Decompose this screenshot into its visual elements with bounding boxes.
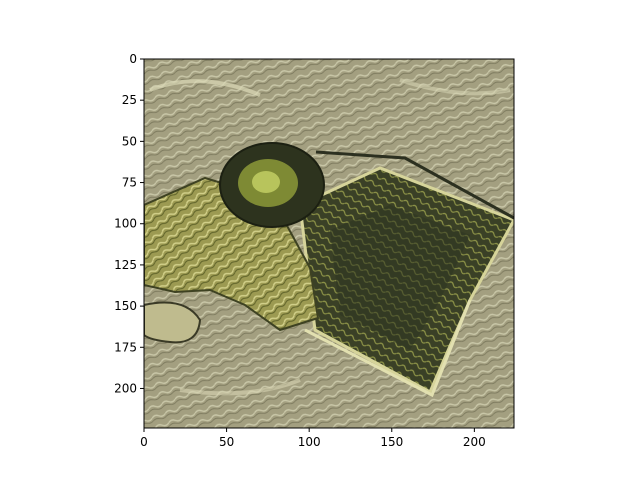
x-tick-label: 50 [219, 435, 234, 449]
y-tick-label: 0 [129, 52, 137, 66]
y-axis: 0 25 50 75 100 125 150 175 200 [114, 52, 144, 395]
x-tick-label: 200 [463, 435, 486, 449]
hand-shape [144, 301, 202, 344]
y-tick-label: 75 [122, 176, 137, 190]
y-tick-label: 125 [114, 258, 137, 272]
x-tick-label: 100 [298, 435, 321, 449]
x-axis: 0 50 100 150 200 [140, 428, 486, 449]
y-tick-label: 200 [114, 381, 137, 395]
y-tick-label: 150 [114, 299, 137, 313]
x-tick-label: 150 [380, 435, 403, 449]
photo-image [144, 59, 514, 428]
y-tick-label: 50 [122, 134, 137, 148]
y-tick-label: 100 [114, 217, 137, 231]
x-tick-label: 0 [140, 435, 148, 449]
y-tick-label: 175 [114, 340, 137, 354]
y-tick-label: 25 [122, 93, 137, 107]
plot-frame [143, 58, 515, 429]
